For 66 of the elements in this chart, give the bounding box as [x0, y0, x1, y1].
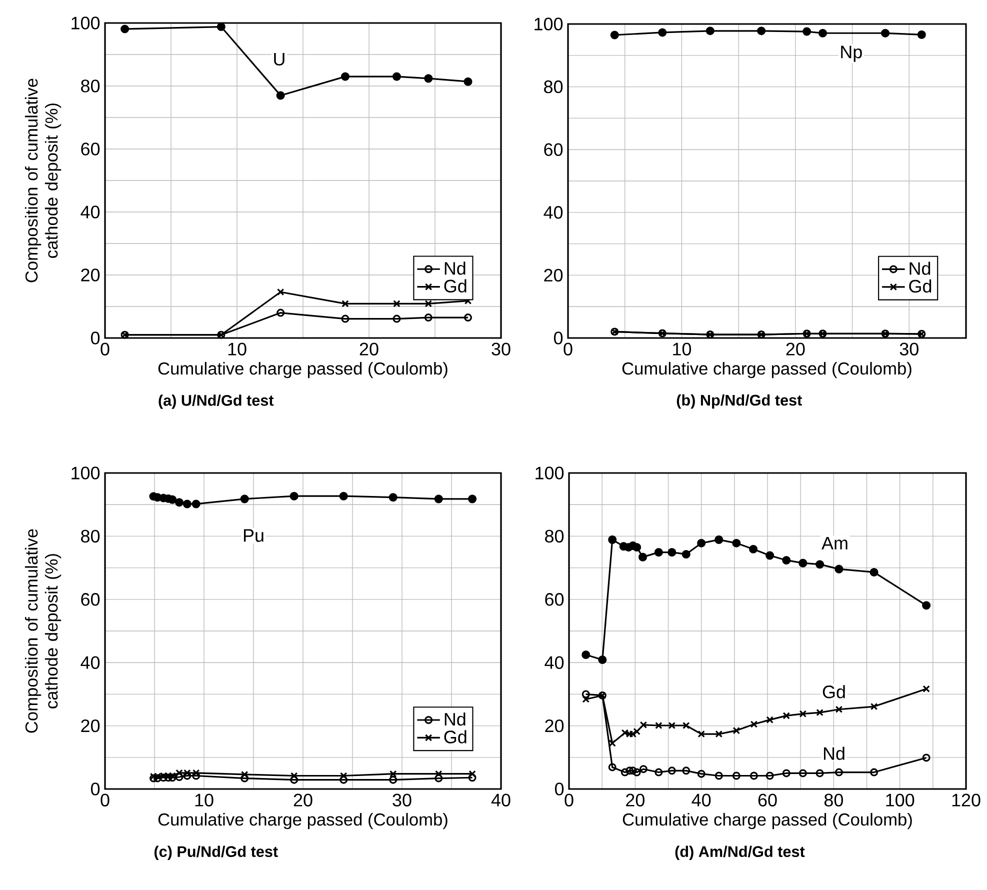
x-tick-label: 20 [786, 342, 805, 356]
legend-label: Nd [444, 262, 466, 275]
y-tick-label: 80 [544, 80, 563, 94]
y-tick-label: 100 [72, 466, 100, 480]
legend-label: Nd [910, 262, 930, 275]
x-tick-label: 40 [692, 794, 711, 806]
y-tick-label: 20 [81, 268, 100, 282]
y-tick-label: 60 [81, 142, 100, 156]
y-tick-label: 40 [80, 206, 100, 218]
text: (a) U/Nd/Gd test [158, 394, 274, 409]
x-tick-label: 10 [673, 342, 692, 356]
x-tick-label: 60 [758, 794, 777, 806]
y-axis-title: Composition of cumulative cathode deposit (%) [24, 529, 62, 733]
x-tick-label: 0 [100, 794, 110, 806]
x-tick-label: 80 [824, 794, 843, 806]
text: (b) Np/Nd/Gd test [676, 394, 802, 409]
annotation: Np [841, 46, 862, 62]
y-tick-label: 100 [536, 466, 564, 480]
x-tick-label: 100 [886, 794, 914, 806]
x-tick-label: 20 [360, 342, 378, 356]
x-tick-label: 10 [228, 342, 246, 356]
x-tick-label: 0 [100, 342, 110, 356]
text: (c) Pu/Nd/Gd test [154, 846, 278, 860]
x-tick-label: 20 [626, 794, 644, 806]
y-tick-label: 60 [545, 593, 564, 606]
y-axis-title: Composition of cumulative cathode deposit (%) [24, 78, 62, 282]
x-axis-title: Cumulative charge passed (Coulomb) [622, 362, 912, 378]
y-tick-label: 60 [544, 143, 563, 156]
x-tick-label: 40 [491, 794, 510, 806]
y-tick-label: 80 [545, 530, 564, 543]
y-tick-label: 0 [554, 332, 563, 344]
x-axis-title: Cumulative charge passed (Coulomb) [158, 812, 448, 830]
y-tick-label: 80 [81, 80, 100, 92]
legend-label: Gd [444, 279, 466, 293]
x-tick-label: 0 [564, 342, 572, 356]
x-tick-label: 30 [492, 342, 510, 356]
annotation: U [274, 52, 284, 66]
legend-label: Gd [909, 279, 932, 293]
x-axis-title: Cumulative charge passed (Coulomb) [158, 362, 448, 378]
x-axis-title: Cumulative charge passed (Coulomb) [622, 812, 912, 830]
y-tick-label: 0 [90, 782, 100, 796]
y-tick-label: 100 [72, 16, 100, 30]
x-tick-label: 20 [294, 794, 312, 806]
y-tick-label: 40 [80, 656, 100, 669]
annotation: Gd [822, 685, 845, 698]
y-tick-label: 0 [90, 332, 100, 344]
x-tick-label: 30 [900, 342, 918, 356]
y-tick-label: 20 [544, 268, 563, 282]
x-tick-label: 30 [392, 794, 412, 806]
y-tick-label: 0 [555, 782, 564, 796]
x-tick-label: 0 [564, 794, 574, 806]
y-tick-label: 100 [534, 18, 563, 30]
y-tick-label: 40 [544, 206, 563, 219]
text: (d) Am/Nd/Gd test [675, 846, 805, 860]
legend-label: Gd [444, 730, 466, 744]
legend-label: Nd [444, 712, 466, 726]
annotation: Pu [244, 529, 264, 542]
x-tick-label: 10 [195, 794, 214, 806]
annotation: Am [822, 536, 848, 550]
annotation: Nd [824, 746, 844, 760]
y-tick-label: 20 [545, 719, 564, 732]
y-tick-label: 40 [544, 656, 564, 669]
x-tick-label: 120 [952, 794, 980, 806]
y-tick-label: 60 [81, 593, 100, 606]
y-tick-label: 80 [81, 530, 100, 543]
y-tick-label: 20 [81, 719, 100, 732]
